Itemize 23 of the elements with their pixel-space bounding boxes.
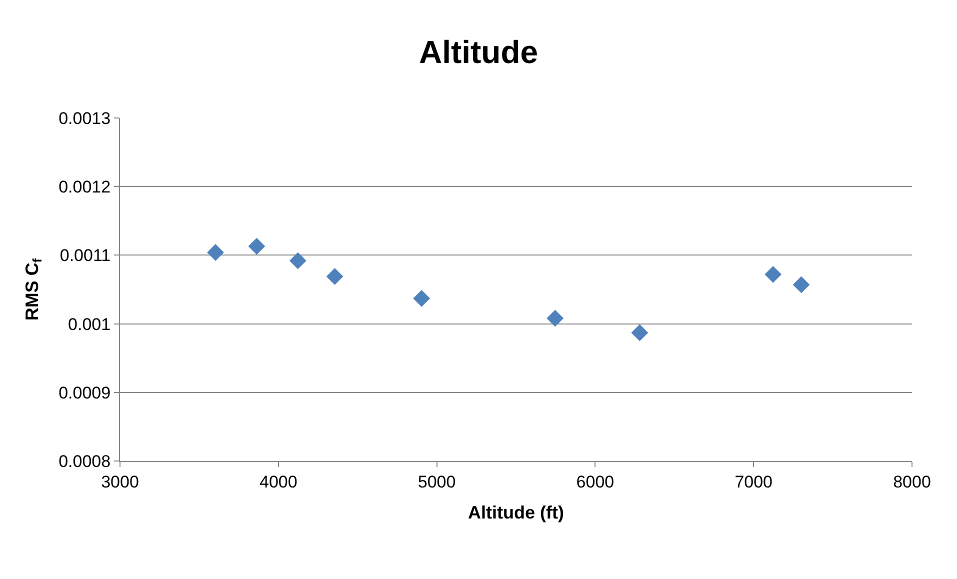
x-axis-title: Altitude (ft) [468, 502, 564, 522]
chart-title: Altitude [418, 34, 538, 70]
point [631, 324, 648, 342]
x-tick-label: 8000 [893, 472, 931, 492]
point [764, 266, 782, 283]
point [289, 252, 306, 270]
point [207, 244, 224, 261]
x-tick-label: 7000 [734, 472, 773, 492]
point [413, 290, 430, 307]
y-tick-label: 0.0012 [58, 178, 111, 197]
y-tick-label: 0.0011 [60, 246, 111, 266]
point [248, 238, 266, 255]
x-tick-label: 3000 [101, 472, 139, 492]
point [326, 268, 344, 285]
x-tick-label: 6000 [576, 472, 614, 492]
y-tick-label: 0.0009 [58, 383, 111, 402]
point [546, 310, 564, 327]
y-tick-label: 0.0013 [58, 108, 111, 128]
point [792, 276, 810, 294]
y-tick-label: 0.0008 [58, 452, 111, 471]
y-tick-label: 0.001 [68, 314, 111, 334]
x-tick-label: 4000 [259, 472, 298, 492]
x-tick-label: 5000 [418, 472, 456, 492]
